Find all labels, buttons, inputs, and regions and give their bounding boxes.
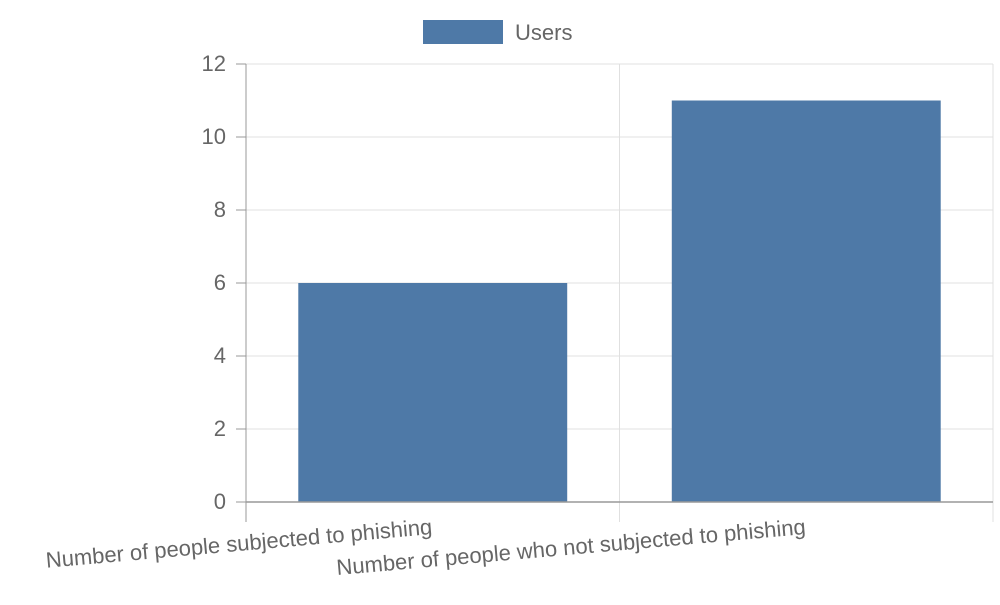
y-tick-label: 12	[202, 51, 226, 76]
axes	[236, 63, 994, 522]
legend[interactable]: Users	[423, 20, 572, 45]
y-tick-label: 0	[214, 489, 226, 514]
bar-2[interactable]	[671, 100, 941, 503]
bar-1[interactable]	[298, 283, 568, 502]
legend-label-users[interactable]: Users	[515, 20, 572, 45]
y-tick-label: 8	[214, 197, 226, 222]
y-tick-labels: 0 2 4 6 8 10 12	[202, 51, 226, 514]
legend-swatch-users[interactable]	[423, 20, 503, 44]
y-tick-label: 10	[202, 124, 226, 149]
bars	[298, 100, 941, 503]
y-tick-label: 4	[214, 343, 226, 368]
y-tick-label: 6	[214, 270, 226, 295]
x-category-labels: Number of people subjected to phishingNu…	[45, 514, 807, 580]
y-tick-label: 2	[214, 416, 226, 441]
